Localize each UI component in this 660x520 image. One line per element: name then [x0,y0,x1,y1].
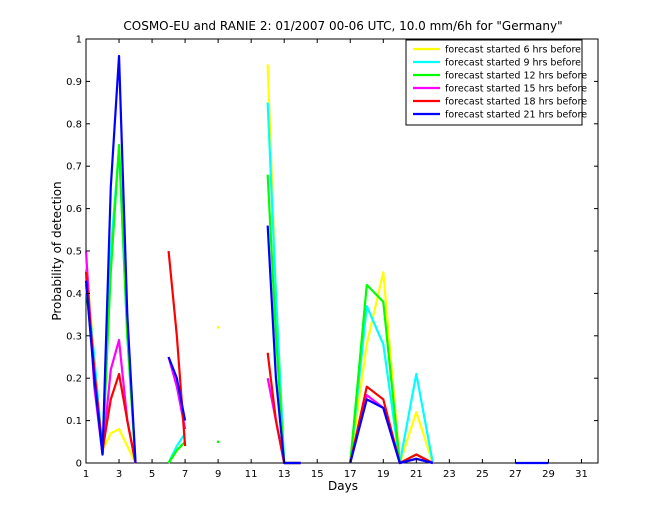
y-tick-label: 0.3 [66,331,82,342]
legend-label: forecast started 21 hrs before [445,110,587,121]
x-tick-label: 7 [182,469,188,480]
legend-label: forecast started 12 hrs before [445,71,587,82]
series-layer [84,54,549,465]
series-line [349,398,434,465]
x-tick-label: 3 [116,469,122,480]
x-tick-label: 29 [542,469,555,480]
legend-box [405,39,583,126]
x-tick-label: 5 [149,469,155,480]
series-line [167,356,187,421]
legend-label: forecast started 6 hrs before [445,45,581,56]
chart-title: COSMO-EU and RANIE 2: 01/2007 00-06 UTC,… [123,19,562,33]
x-tick-label: 31 [575,469,588,480]
series-line [349,271,434,465]
x-tick-label: 15 [311,469,324,480]
y-axis-label: Probability of detection [50,181,64,320]
x-tick-label: 25 [476,469,489,480]
y-tick-label: 0.8 [66,119,82,130]
y-tick-label: 0 [76,459,82,470]
series-6 [84,54,549,465]
y-tick-label: 0.6 [66,204,82,215]
x-tick-label: 19 [377,469,390,480]
x-tick-label: 13 [278,469,291,480]
x-tick-label: 17 [344,469,357,480]
x-tick-label: 1 [83,469,89,480]
ticks-layer: 1 3 5 7 9 11 13 15 17 19 21 23 25 27 29 3100.10.20.30.4… [66,35,598,480]
y-tick-label: 0.2 [66,374,82,385]
series-line [349,305,434,465]
y-tick-label: 0.9 [66,77,82,88]
y-tick-label: 0.5 [66,247,82,258]
legend-label: forecast started 18 hrs before [445,97,587,108]
x-axis-label: Days [328,479,358,493]
x-tick-label: 27 [509,469,522,480]
x-tick-label: 9 [215,469,221,480]
x-tick-label: 11 [245,469,258,480]
y-tick-label: 0.4 [66,289,82,300]
legend: forecast started 6 hrs before forecast st… [405,39,587,126]
legend-label: forecast started 15 hrs before [445,84,587,95]
series-line [167,441,186,464]
series-line [84,54,137,464]
legend-label: forecast started 9 hrs before [445,58,581,69]
x-tick-label: 23 [443,469,456,480]
series-line [349,385,434,465]
x-tick-label: 21 [410,469,423,480]
series-line [266,225,301,465]
y-tick-label: 1 [76,35,82,46]
y-tick-label: 0.7 [66,162,82,173]
y-tick-label: 0.1 [66,416,82,427]
